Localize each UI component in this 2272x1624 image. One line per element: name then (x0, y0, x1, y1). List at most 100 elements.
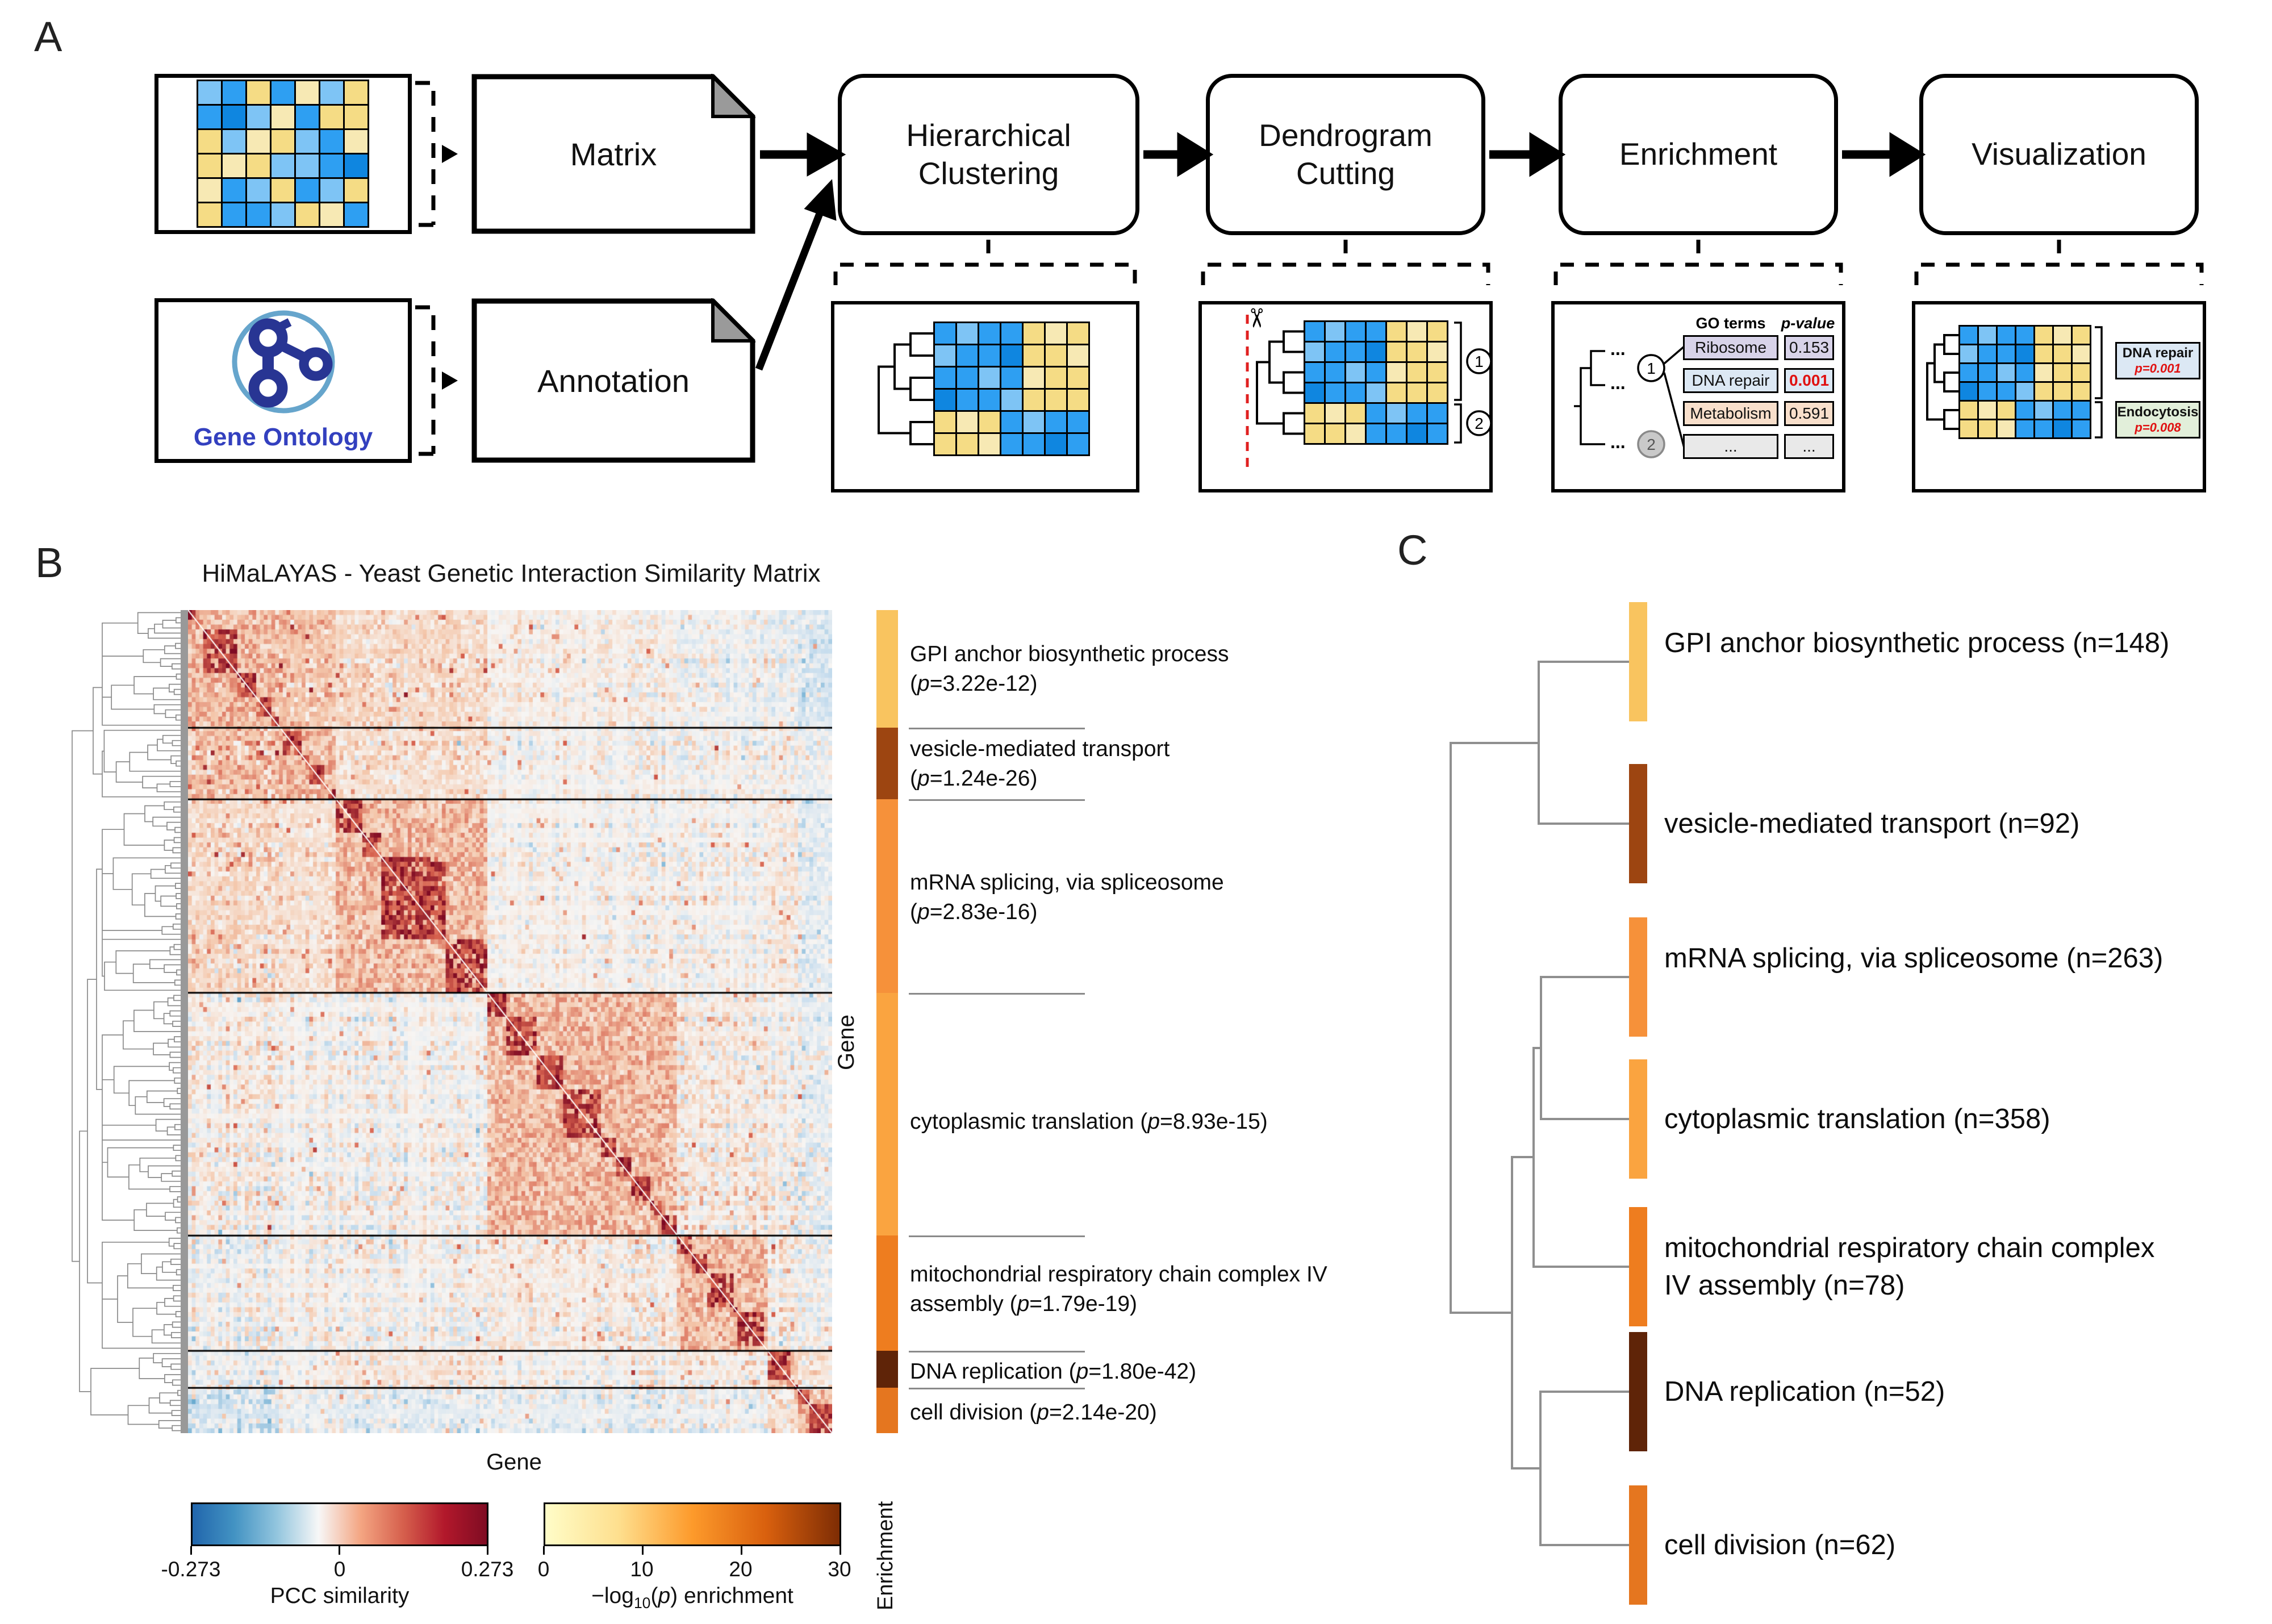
matrix-cell (272, 106, 294, 128)
matrix-cell (320, 130, 343, 153)
matrix-cell (2073, 383, 2090, 400)
cluster-term: GPI anchor biosynthetic process (1664, 628, 2065, 658)
panel-a-connectors (415, 81, 2204, 456)
matrix-cell (296, 203, 319, 226)
matrix-cell (2054, 383, 2071, 400)
matrix-cell (1998, 327, 2015, 344)
input-matrix-icon (197, 80, 369, 228)
label-separator-rule (909, 1388, 1085, 1390)
dendrogram-ellipsis: ... (1610, 432, 1626, 452)
mini-clustered-matrix (933, 322, 1090, 456)
matrix-cell (247, 179, 270, 202)
matrix-cell (1960, 383, 1977, 400)
matrix-cell (1367, 404, 1385, 423)
label-separator-rule (909, 728, 1085, 730)
cluster-size: (n=358) (1953, 1104, 2050, 1134)
cluster-term: mRNA splicing, via spliceosome (910, 870, 1224, 895)
matrix-cell (247, 81, 270, 104)
dashed-connector-matrix (415, 81, 436, 227)
cluster-bar-dna-replication (1629, 1332, 1647, 1451)
summary-label-cytoplasmic: cytoplasmic translation (n=358) (1664, 1100, 2187, 1138)
matrix-cell (2054, 345, 2071, 362)
heatmap-cluster-label-cell-division: cell division (p=2.14e-20) (910, 1398, 1393, 1427)
matrix-cell (1024, 390, 1044, 410)
go-term-cell: DNA repair (1683, 368, 1778, 393)
cluster-bar-gpi (1629, 602, 1647, 721)
matrix-cell (1346, 343, 1365, 361)
enrichment-strip-axis-label: Enrichment (874, 1501, 897, 1610)
vis-annotation-term: Endocytosis (2117, 404, 2199, 420)
matrix-cell (1428, 424, 1447, 443)
enrichment-colorbar (544, 1502, 841, 1546)
summary-label-gpi: GPI anchor biosynthetic process (n=148) (1664, 624, 2187, 662)
cluster-term: DNA replication (910, 1359, 1063, 1384)
cluster1-number: 1 (1647, 360, 1656, 377)
matrix-cell (1979, 364, 1996, 381)
p-value-cell: 0.591 (1784, 401, 1834, 426)
matrix-cell (1408, 424, 1426, 443)
enrichment-strip-segment (876, 992, 898, 1236)
matrix-cell (247, 106, 270, 128)
summary-label-dna-replication: DNA replication (n=52) (1664, 1373, 2187, 1410)
heatmap-cluster-label-gpi: GPI anchor biosynthetic process (p=3.22e… (910, 640, 1393, 699)
cluster-term: mitochondrial respiratory chain complex … (1664, 1233, 2155, 1301)
axis-tick (741, 1546, 742, 1555)
panel-a-letter: A (34, 13, 62, 60)
matrix-cell (2035, 327, 2052, 344)
cluster-pvalue: (p=1.79e-19) (1009, 1291, 1138, 1316)
matrix-cell (979, 390, 1000, 410)
mini-cut-matrix (1304, 320, 1448, 445)
matrix-cell (1046, 412, 1066, 432)
matrix-cell (223, 203, 245, 226)
matrix-cell (1068, 323, 1088, 344)
cluster-bar-cell-division (1629, 1485, 1647, 1605)
matrix-cell (1387, 383, 1406, 402)
matrix-cell (345, 106, 367, 128)
heatmap-y-axis-label: Gene (834, 1015, 859, 1070)
p-value-cell: 0.001 (1784, 368, 1834, 393)
matrix-cell (223, 130, 245, 153)
matrix-cell (2035, 383, 2052, 400)
matrix-cell (2073, 327, 2090, 344)
matrix-cell (198, 106, 221, 128)
matrix-cell (1346, 363, 1365, 382)
matrix-cell (1001, 390, 1022, 410)
matrix-cell (296, 81, 319, 104)
dashed-bracket-hc (833, 262, 1137, 285)
cluster-term: GPI anchor biosynthetic process (910, 642, 1229, 666)
mini-fig-clustering-dendrogram (878, 332, 933, 445)
cluster-term: vesicle-mediated transport (1664, 808, 1991, 839)
heatmap-cluster-label-vesicle: vesicle-mediated transport (p=1.24e-26) (910, 734, 1393, 794)
matrix-cell (1367, 424, 1385, 443)
arrowhead-icon (1529, 132, 1566, 177)
matrix-cell (1428, 322, 1447, 341)
matrix-cell (2073, 402, 2090, 419)
go-term-cell: ... (1683, 434, 1778, 459)
matrix-cell (1068, 390, 1088, 410)
matrix-cell (345, 203, 367, 226)
cluster2-number: 2 (1647, 436, 1656, 453)
enrichment-strip-segment (876, 1351, 898, 1388)
arrowhead-icon (804, 179, 837, 221)
matrix-cell (320, 155, 343, 177)
matrix-cell (1387, 322, 1406, 341)
heatmap-cluster-label-mitochondrial: mitochondrial respiratory chain complex … (910, 1260, 1393, 1319)
annotation-doc-label: Annotation (537, 362, 690, 399)
cluster-term: mitochondrial respiratory chain complex … (910, 1262, 1327, 1316)
label-separator-rule (909, 1351, 1085, 1353)
matrix-cell (247, 203, 270, 226)
matrix-cell (1346, 383, 1365, 402)
matrix-cell (1326, 424, 1344, 443)
matrix-cell (1979, 402, 1996, 419)
summary-label-mrna: mRNA splicing, via spliceosome (n=263) (1664, 940, 2187, 977)
p-value-cell: ... (1784, 434, 1834, 459)
matrix-cell (1408, 343, 1426, 361)
mini-vis-matrix (1958, 325, 2091, 439)
cluster-term: DNA replication (1664, 1376, 1856, 1407)
p-value-cell: 0.153 (1784, 335, 1834, 360)
matrix-cell (1428, 404, 1447, 423)
matrix-cell (2054, 364, 2071, 381)
flow-box-visualization: Visualization (1919, 74, 2199, 235)
matrix-cell (957, 434, 978, 454)
heatmap-title: HiMaLAYAS - Yeast Genetic Interaction Si… (202, 560, 821, 587)
